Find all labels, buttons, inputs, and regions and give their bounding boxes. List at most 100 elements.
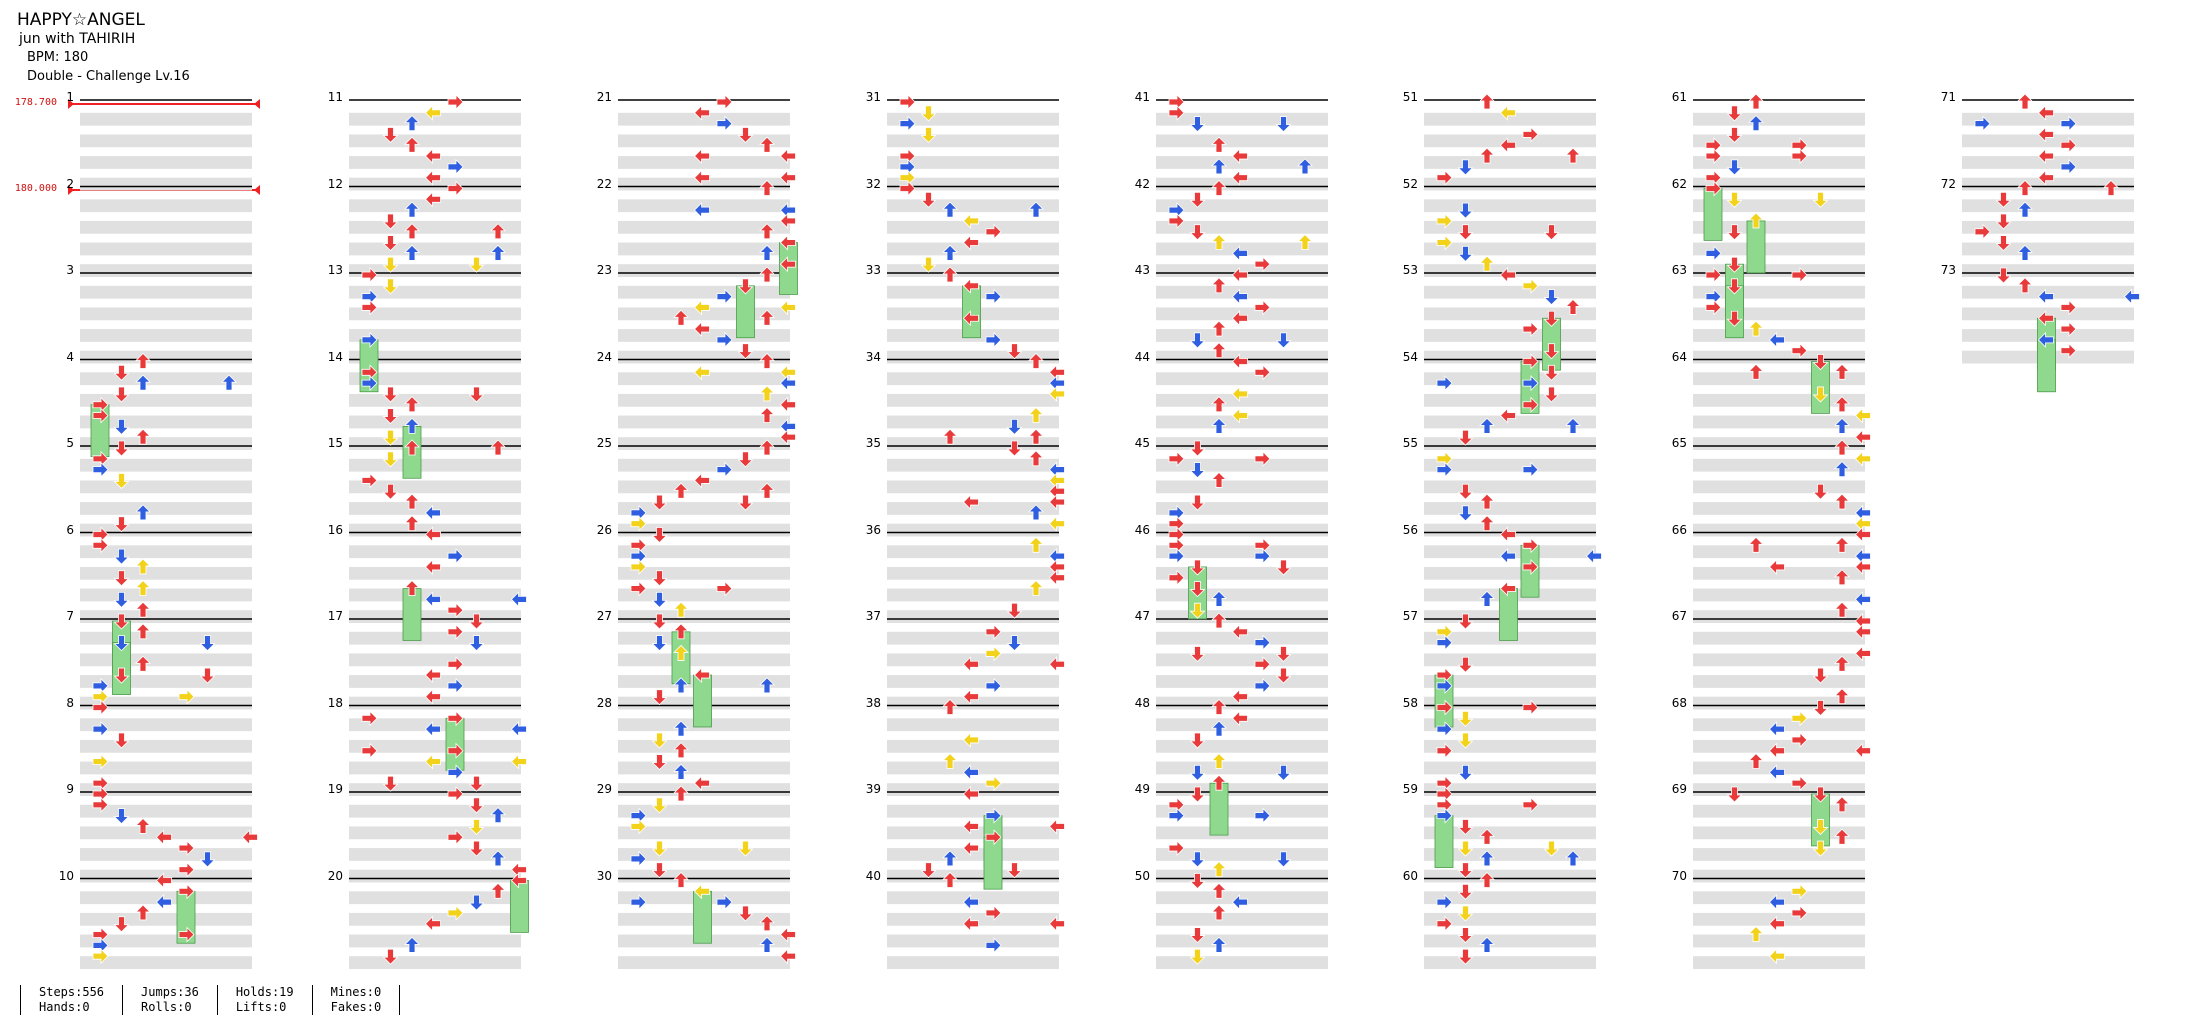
arrow-icon: [113, 570, 130, 587]
beat-band: [1156, 783, 1328, 796]
arrow-icon: [673, 644, 689, 661]
arrow-icon: [1189, 851, 1206, 868]
beat-band: [1693, 891, 1865, 905]
beat-band: [1962, 307, 2134, 321]
arrow-icon: [447, 94, 464, 110]
beat-band: [80, 480, 252, 494]
arrow-icon: [1028, 352, 1044, 369]
arrow-icon: [490, 439, 506, 456]
measure-number: 24: [596, 349, 612, 364]
arrow-icon: [510, 753, 527, 770]
arrow-icon: [1585, 548, 1602, 565]
beat-band: [1156, 610, 1328, 623]
beat-band: [618, 112, 790, 126]
arrow-icon: [962, 731, 979, 748]
arrow-icon: [2060, 321, 2077, 338]
arrow-icon: [673, 309, 689, 326]
arrow-icon: [1189, 224, 1206, 241]
arrow-icon: [1436, 634, 1453, 651]
arrow-icon: [630, 850, 647, 867]
arrow-icon: [985, 288, 1002, 305]
beat-band: [618, 285, 790, 299]
arrow-icon: [1522, 558, 1539, 575]
beat-band: [618, 458, 790, 472]
arrow-icon: [1189, 927, 1206, 944]
arrow-icon: [382, 256, 399, 273]
arrow-icon: [2037, 148, 2054, 165]
arrow-icon: [1189, 786, 1206, 803]
beat-band: [887, 631, 1059, 645]
beat-band: [1424, 393, 1596, 407]
arrow-icon: [1168, 104, 1185, 121]
beat-band: [1693, 242, 1865, 256]
beat-band: [80, 956, 252, 969]
measure-number: 47: [1134, 609, 1150, 623]
beat-band: [1693, 631, 1865, 645]
arrow-icon: [1297, 158, 1313, 175]
arrow-icon: [1522, 461, 1539, 478]
arrow-icon: [1834, 688, 1850, 705]
measure-number: 21: [596, 90, 612, 104]
bpm-label: BPM: 180: [27, 50, 89, 65]
arrow-icon: [2060, 137, 2077, 154]
beat-band: [887, 610, 1059, 623]
difficulty-label: Double - Challenge Lv.16: [27, 69, 190, 84]
arrow-icon: [1254, 299, 1271, 316]
beat-band: [1156, 718, 1328, 732]
arrow-icon: [1791, 904, 1808, 921]
arrow-icon: [1211, 396, 1227, 413]
arrow-icon: [1791, 731, 1808, 748]
step-chart-column: [887, 94, 1065, 969]
beat-band: [1156, 329, 1328, 342]
beat-band: [887, 848, 1059, 861]
arrow-icon: [1189, 732, 1206, 749]
measure-number: 3: [66, 263, 74, 277]
beat-band: [1156, 415, 1328, 429]
arrow-icon: [962, 915, 979, 932]
beat-band: [1424, 566, 1596, 580]
notes-layer: [1703, 93, 1871, 965]
arrow-icon: [673, 742, 689, 759]
beat-band: [349, 545, 521, 559]
arrow-icon: [92, 948, 109, 965]
arrow-icon: [985, 645, 1002, 662]
beat-band: [80, 177, 252, 191]
beat-band: [80, 869, 252, 883]
arrow-icon: [1189, 873, 1206, 890]
measure-number: 16: [327, 522, 343, 537]
beat-band: [1424, 458, 1596, 472]
arrow-icon: [1436, 461, 1453, 478]
arrow-icon: [920, 862, 937, 879]
arrow-icon: [920, 127, 937, 144]
arrow-icon: [1768, 764, 1785, 781]
arrow-icon: [985, 904, 1002, 921]
beat-band: [1693, 610, 1865, 623]
measure-number: 57: [1402, 609, 1418, 623]
arrow-icon: [673, 871, 689, 888]
stat-hands: Hands:0: [39, 1000, 90, 1014]
beat-band: [887, 653, 1059, 667]
arrow-icon: [716, 461, 733, 478]
arrow-icon: [1211, 936, 1227, 953]
arrow-icon: [382, 235, 399, 252]
beat-band: [349, 566, 521, 580]
measure-number: 36: [865, 522, 881, 537]
arrow-icon: [404, 417, 420, 434]
stats-group: Holds:19 Lifts:0: [216, 985, 313, 1015]
beat-band: [1424, 869, 1596, 883]
measure-number: 32: [865, 176, 881, 191]
arrow-icon: [1231, 169, 1248, 186]
arrow-icon: [737, 905, 754, 922]
notes-layer: [1434, 93, 1602, 965]
arrow-icon: [716, 115, 733, 132]
arrow-icon: [1168, 450, 1185, 467]
beat-band: [349, 718, 521, 732]
arrow-icon: [759, 136, 775, 153]
arrow-icon: [468, 386, 485, 403]
beat-band: [1156, 156, 1328, 169]
arrow-icon: [779, 256, 796, 273]
beat-band: [1693, 783, 1865, 796]
arrow-icon: [1211, 320, 1227, 337]
arrow-icon: [1297, 233, 1313, 250]
arrow-icon: [779, 212, 796, 229]
